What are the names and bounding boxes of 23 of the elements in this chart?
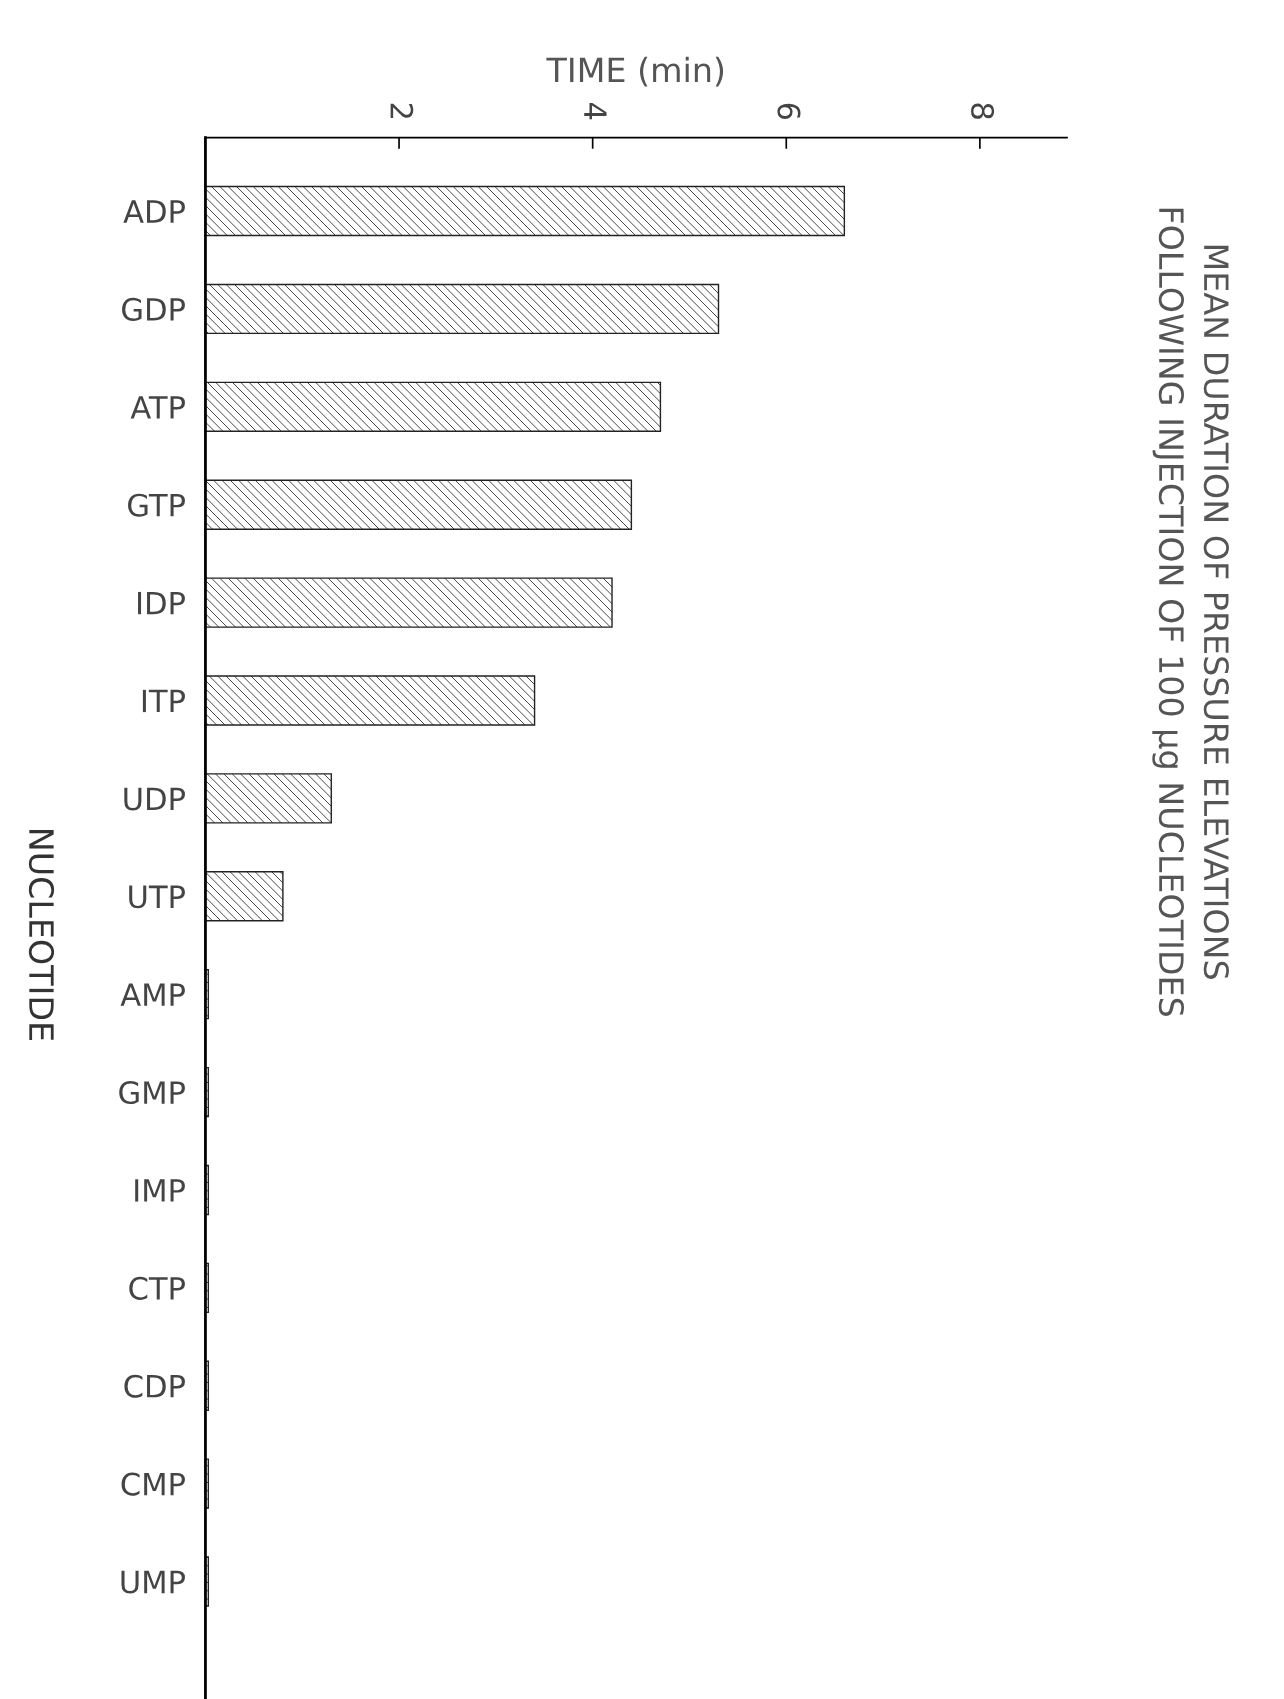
- y-tick-label: ITP: [142, 689, 185, 713]
- x-tick-label: 8: [971, 103, 995, 119]
- y-tick-label: CDP: [124, 1374, 185, 1398]
- y-tick-label: ATP: [130, 396, 185, 419]
- y-tick-label: GTP: [128, 493, 185, 517]
- x-tick-label: 4: [584, 103, 607, 120]
- y-tick-label: CTP: [129, 1276, 185, 1300]
- y-tick-label: CMP: [121, 1472, 185, 1496]
- y-tick-label: AMP: [120, 983, 185, 1006]
- text: MEAN DURATION OF PRESSURE ELEVATIONS: [1203, 245, 1229, 979]
- y-tick-label: IMP: [135, 1179, 185, 1202]
- text: FOLLOWING INJECTION OF 100 μg NUCLEOTIDES: [1152, 208, 1184, 1016]
- x-tick-label: 6: [777, 103, 801, 120]
- x-axis-title: TIME (min): [546, 56, 724, 87]
- y-tick-label: UTP: [129, 885, 185, 909]
- y-tick-label: ADP: [123, 200, 185, 223]
- y-tick-label: GMP: [119, 1081, 185, 1105]
- y-axis-title: NUCLEOTIDE: [28, 830, 55, 1041]
- y-tick-label: GDP: [122, 297, 185, 321]
- y-tick-label: UDP: [124, 787, 185, 811]
- x-tick-label: 2: [390, 103, 414, 118]
- y-tick-label: UMP: [121, 1570, 185, 1594]
- y-tick-label: IDP: [138, 591, 185, 615]
